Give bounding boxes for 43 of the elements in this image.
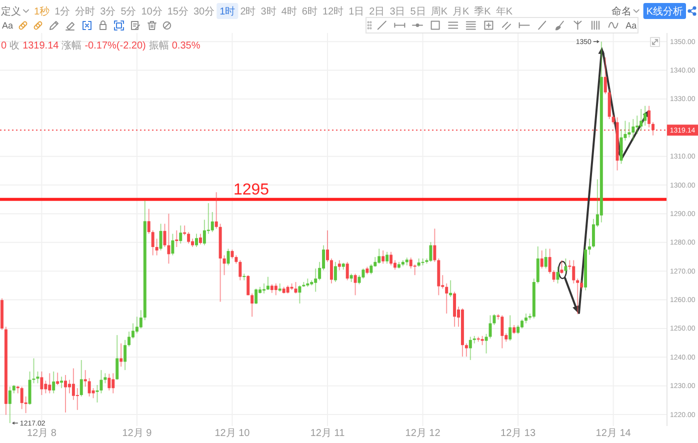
x-tick-label: 12月 9 — [122, 428, 152, 440]
text: 12时 — [322, 6, 344, 18]
text: 1时 — [220, 6, 236, 18]
text: 1日 — [348, 6, 364, 18]
text: 6时 — [302, 6, 318, 18]
annotation: 振幅 — [148, 40, 169, 52]
x-tick-label: 12月 13 — [500, 428, 536, 440]
text: 定义 — [1, 6, 21, 18]
text: 3时 — [260, 6, 276, 18]
text: Aa — [626, 20, 637, 30]
text: 3日 — [390, 6, 406, 18]
x-tick-label: 12月 14 — [596, 428, 632, 440]
text: 2时 — [240, 6, 256, 18]
text: 5分 — [120, 6, 136, 18]
annotation: 0.35% — [172, 40, 200, 52]
ref-line-label: 1295 — [233, 181, 270, 198]
text: Aa — [2, 20, 14, 31]
x-tick-label: 12月 11 — [310, 428, 346, 440]
text: 30分 — [194, 6, 215, 18]
text: 1分 — [54, 6, 70, 18]
text: 季K — [474, 6, 492, 18]
text: 年K — [496, 6, 513, 18]
annotation: 收 — [10, 40, 20, 52]
annotation: 1319.14 — [22, 40, 60, 52]
text: 命名 — [611, 6, 632, 18]
text: 10分 — [141, 6, 162, 18]
x-tick-label: 12月 10 — [214, 428, 250, 440]
text: 4时 — [281, 6, 297, 18]
candlestick — [242, 273, 246, 281]
text: 1秒 — [34, 6, 50, 18]
annotation: -0.17%(-2.20) — [84, 40, 146, 52]
text: 分时 — [75, 6, 96, 18]
text: 3分 — [100, 6, 116, 18]
text: 月K — [452, 6, 470, 18]
annotation: 涨幅 — [62, 40, 82, 52]
text: 2日 — [369, 6, 385, 18]
text: 15分 — [167, 6, 188, 18]
x-tick-label: 12月 8 — [26, 428, 57, 440]
text: 5日 — [410, 6, 426, 18]
text: 周K — [430, 6, 448, 18]
x-tick-label: 12月 12 — [405, 428, 441, 440]
text: K线分析 — [646, 6, 683, 18]
annotation: 0 — [1, 40, 7, 52]
